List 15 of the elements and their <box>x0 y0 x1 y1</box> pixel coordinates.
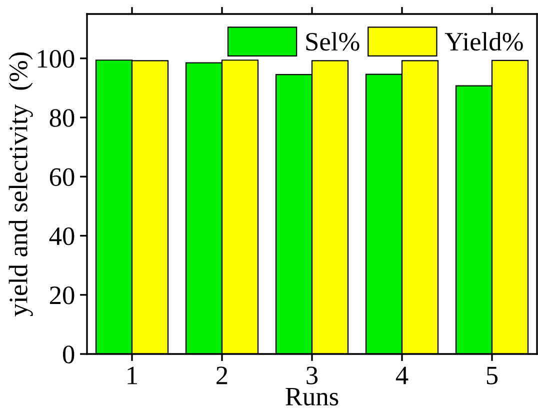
x-tick-label: 5 <box>486 366 498 384</box>
y-tick-label: 60 <box>50 168 74 186</box>
x-tick-label: 2 <box>216 366 228 384</box>
y-tick-label: 100 <box>38 50 74 68</box>
y-tick-label: 20 <box>50 286 74 304</box>
y-tick-label: 0 <box>63 346 74 364</box>
y-tick-label: 80 <box>50 109 74 127</box>
x-axis-title: Runs <box>286 388 338 406</box>
legend-label: Yield% <box>444 32 523 51</box>
y-axis-title: yield and selectivity (%) <box>8 52 33 316</box>
legend-label: Sel% <box>306 32 360 51</box>
y-tick-label: 40 <box>49 227 74 246</box>
x-tick-label: 1 <box>128 366 138 384</box>
x-tick-label: 4 <box>396 366 408 384</box>
x-tick-label: 3 <box>306 366 318 384</box>
